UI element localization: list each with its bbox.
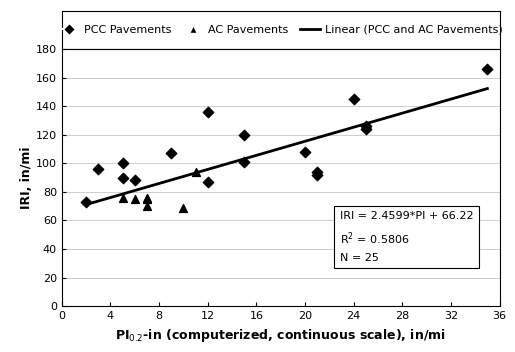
PCC Pavements (82, 199, 90, 205)
PCC Pavements (203, 109, 212, 115)
Legend: PCC Pavements, AC Pavements, Linear (PCC and AC Pavements): PCC Pavements, AC Pavements, Linear (PCC… (55, 21, 506, 38)
PCC Pavements (131, 178, 139, 183)
PCC Pavements (94, 166, 102, 172)
PCC Pavements (313, 172, 321, 177)
AC Pavements (131, 196, 139, 202)
X-axis label: PI$_{0.2}$-in (computerized, continuous scale), in/mi: PI$_{0.2}$-in (computerized, continuous … (115, 327, 446, 344)
AC Pavements (143, 196, 151, 202)
AC Pavements (143, 195, 151, 200)
AC Pavements (143, 203, 151, 209)
AC Pavements (179, 205, 187, 210)
PCC Pavements (313, 169, 321, 175)
PCC Pavements (240, 159, 248, 165)
PCC Pavements (301, 149, 309, 155)
PCC Pavements (362, 123, 370, 129)
PCC Pavements (118, 175, 127, 181)
PCC Pavements (240, 132, 248, 138)
PCC Pavements (167, 151, 175, 156)
AC Pavements (192, 169, 200, 175)
PCC Pavements (203, 179, 212, 185)
Text: IRI = 2.4599*PI + 66.22
R$^2$ = 0.5806
N = 25: IRI = 2.4599*PI + 66.22 R$^2$ = 0.5806 N… (340, 211, 473, 263)
Y-axis label: IRI, in/mi: IRI, in/mi (20, 146, 33, 209)
PCC Pavements (483, 66, 491, 72)
PCC Pavements (118, 161, 127, 166)
PCC Pavements (350, 96, 358, 102)
AC Pavements (118, 195, 127, 200)
PCC Pavements (362, 126, 370, 132)
